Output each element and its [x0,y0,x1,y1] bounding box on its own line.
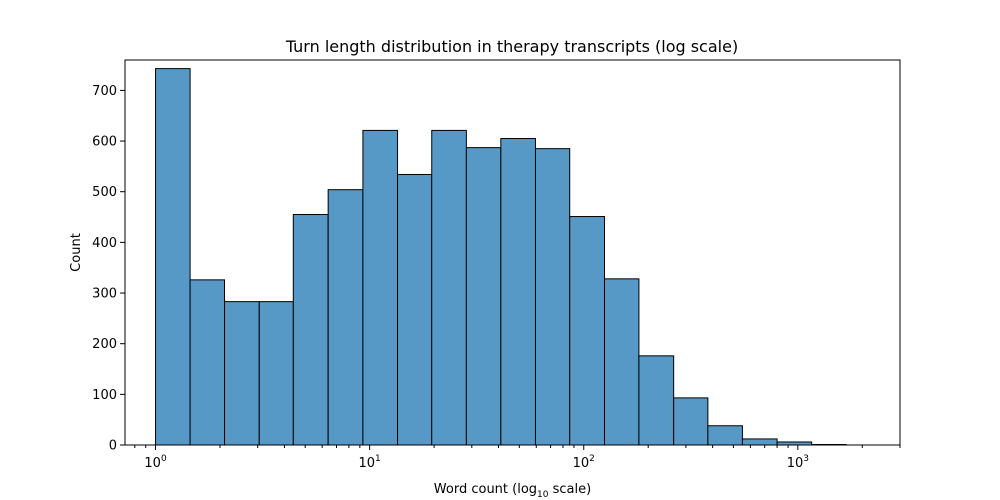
y-tick-label: 600 [92,135,117,150]
y-tick-label: 0 [109,439,117,454]
x-axis: 100 101 102 103 [134,445,901,471]
histogram-bar [638,355,675,446]
y-tick-label: 400 [92,236,117,251]
histogram-bar [362,129,399,446]
chart-title: Turn length distribution in therapy tran… [285,37,738,56]
x-axis-label-subscript: 10 [537,490,549,500]
histogram-bar [465,147,502,446]
y-axis-label: Count [69,233,84,272]
y-tick-label: 300 [92,287,117,302]
histogram-bar [534,148,571,446]
histogram-bar [292,214,329,446]
x-axis-label: Word count (log10 scale) [434,482,591,500]
x-axis-label-main: Word count (log [434,482,537,497]
histogram-bar [258,301,294,446]
y-tick-label: 200 [92,337,117,352]
histogram-bar [189,279,226,446]
histogram-bar [431,129,467,446]
histogram-bar [707,425,743,446]
histogram-bar [327,189,364,446]
histogram-bar [224,301,260,446]
histogram-bar [673,397,709,446]
histogram-bar [500,138,536,446]
x-tick-label: 100 [144,454,167,471]
y-axis: 0 100 200 300 400 500 600 700 [92,84,125,454]
plot-frame [124,59,901,446]
histogram-bar [155,68,191,446]
y-tick-label: 700 [92,84,117,99]
histogram-bar [397,173,433,446]
x-tick-label: 101 [359,454,381,471]
histogram-bar [603,278,640,446]
y-tick-label: 500 [92,185,117,200]
y-tick-label: 100 [92,388,117,403]
bars-group [155,68,847,446]
histogram-bar [569,216,605,446]
histogram-bar [741,438,778,446]
x-tick-label: 103 [787,454,809,471]
x-axis-label-tail: scale) [549,482,592,497]
x-tick-label: 102 [573,454,595,471]
